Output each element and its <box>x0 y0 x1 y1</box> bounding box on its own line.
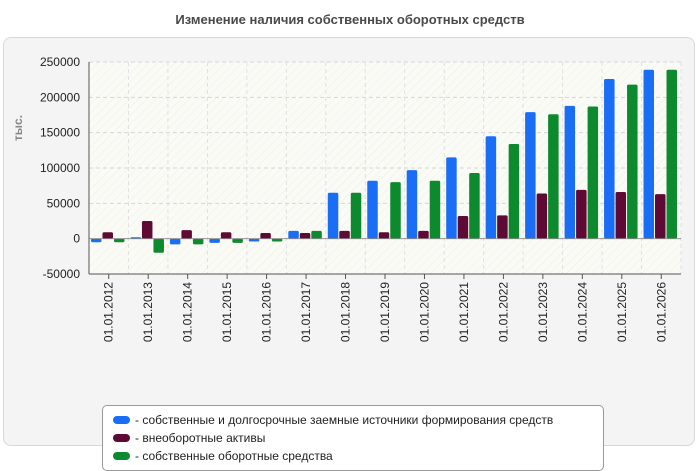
bar-series-1 <box>299 233 311 239</box>
bar-series-0 <box>406 170 418 239</box>
legend: - собственные и долгосрочные заемные ист… <box>102 405 604 471</box>
y-tick-label: 50000 <box>47 196 81 210</box>
bar-series-2 <box>271 238 283 242</box>
legend-swatch-noncurrent-assets <box>113 434 130 442</box>
chart-svg: -50000 0 50000 100000 150000 200000 250000 01.0… <box>11 55 682 342</box>
x-tick-label: 01.01.2020 <box>417 282 431 342</box>
bar-series-1 <box>102 232 113 239</box>
x-tick-label: 01.01.2012 <box>102 282 116 342</box>
x-tick-label: 01.01.2022 <box>496 282 510 342</box>
legend-swatch-working-capital <box>113 452 130 460</box>
bar-series-1 <box>576 189 587 239</box>
bar-series-0 <box>643 69 655 239</box>
bar-series-2 <box>508 143 520 239</box>
bar-series-1 <box>457 216 469 239</box>
bar-series-1 <box>339 230 350 239</box>
bar-series-1 <box>536 193 548 239</box>
bar-series-1 <box>260 233 271 239</box>
bar-series-0 <box>485 136 497 239</box>
x-tick-label: 01.01.2016 <box>260 282 274 342</box>
bar-series-2 <box>192 238 204 245</box>
bar-series-0 <box>209 238 220 243</box>
bar-series-2 <box>587 106 599 239</box>
bar-series-0 <box>564 105 576 239</box>
legend-swatch-sources <box>113 416 130 424</box>
y-tick-label: 200000 <box>40 90 80 104</box>
bar-series-0 <box>367 180 378 239</box>
bars <box>90 69 678 253</box>
x-tick-label: 01.01.2025 <box>615 282 629 342</box>
bar-series-0 <box>446 157 457 239</box>
legend-item-sources: - собственные и долгосрочные заемные ист… <box>113 411 593 429</box>
x-tick-label: 01.01.2024 <box>575 282 589 342</box>
chart-title: Изменение наличия собственных оборотных … <box>175 12 525 27</box>
y-tick-label: 0 <box>73 232 80 246</box>
bar-series-2 <box>113 238 125 243</box>
x-tick-label: 01.01.2015 <box>220 282 234 342</box>
y-tick-label: 150000 <box>40 126 80 140</box>
legend-label-noncurrent-assets: - внеоборотные активы <box>135 431 266 445</box>
x-tick-label: 01.01.2021 <box>457 282 471 342</box>
bar-series-0 <box>525 112 536 239</box>
bar-series-0 <box>604 78 615 239</box>
x-tick-label: 01.01.2018 <box>339 282 353 342</box>
bar-series-2 <box>666 69 678 239</box>
bar-series-2 <box>429 180 441 239</box>
x-tick-label: 01.01.2019 <box>378 282 392 342</box>
bar-series-1 <box>418 230 429 239</box>
y-tick-label: -50000 <box>43 267 81 281</box>
axes: -50000 0 50000 100000 150000 200000 250000 01.0… <box>40 55 681 342</box>
legend-label-sources: - собственные и долгосрочные заемные ист… <box>135 413 554 427</box>
legend-label-working-capital: - собственные оборотные средства <box>135 449 333 463</box>
x-tick-label: 01.01.2013 <box>141 282 155 342</box>
bar-series-1 <box>220 232 232 239</box>
x-tick-label: 01.01.2026 <box>654 282 668 342</box>
x-tick-label: 01.01.2017 <box>299 282 313 342</box>
y-axis-label: тыс. <box>11 115 25 141</box>
bar-series-1 <box>497 215 508 239</box>
bar-series-0 <box>90 238 102 243</box>
bar-series-0 <box>327 192 339 239</box>
bar-series-0 <box>169 238 181 245</box>
x-tick-label: 01.01.2014 <box>181 282 195 342</box>
bar-series-2 <box>232 238 243 243</box>
bar-series-1 <box>378 232 390 239</box>
bar-series-1 <box>181 230 192 239</box>
bar-series-1 <box>141 221 153 239</box>
bar-series-2 <box>390 182 401 239</box>
bar-series-2 <box>627 84 638 239</box>
y-tick-label: 250000 <box>40 55 80 69</box>
bar-series-0 <box>248 238 260 242</box>
bar-series-2 <box>153 238 164 253</box>
chart-frame: -50000 0 50000 100000 150000 200000 250000 01.0… <box>3 37 695 471</box>
bar-series-1 <box>615 192 627 239</box>
bar-series-1 <box>655 194 666 239</box>
legend-item-noncurrent-assets: - внеоборотные активы <box>113 429 593 447</box>
bar-series-2 <box>548 114 559 239</box>
bar-series-2 <box>469 172 480 239</box>
bar-series-2 <box>311 230 322 239</box>
bar-series-0 <box>288 230 299 239</box>
y-tick-label: 100000 <box>40 161 80 175</box>
bar-series-2 <box>350 192 362 239</box>
x-tick-label: 01.01.2023 <box>536 282 550 342</box>
